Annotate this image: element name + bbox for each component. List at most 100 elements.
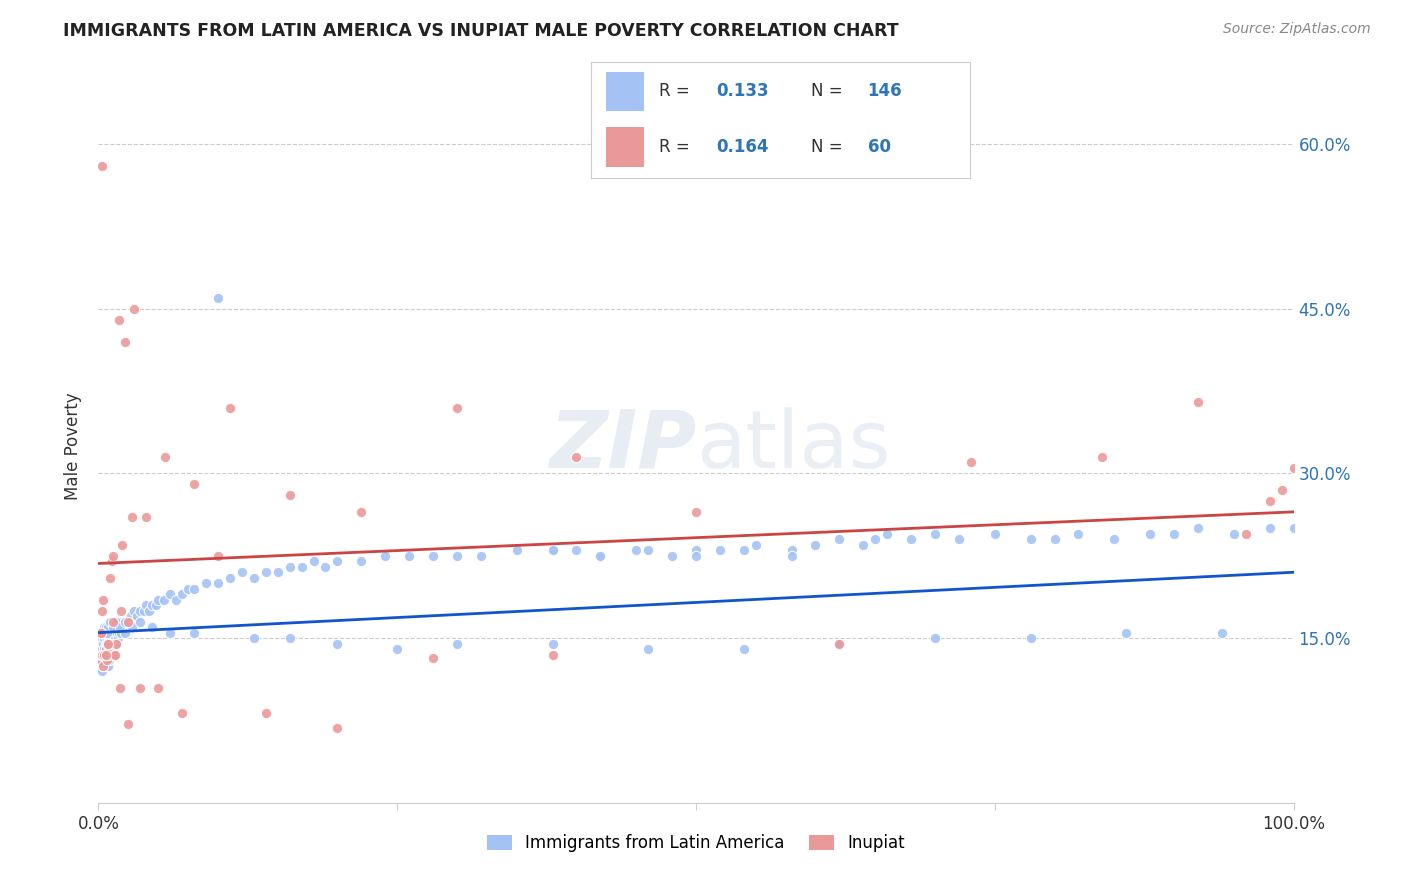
Point (93, 620, 115, 634)
Point (626, 543, 648, 558)
Point (117, 716, 139, 731)
Point (104, 648, 127, 662)
Point (153, 592, 176, 607)
Text: N =: N = (811, 138, 848, 156)
Point (91, 658, 114, 673)
Point (685, 543, 707, 558)
Point (97, 648, 120, 662)
Point (446, 637, 468, 651)
Point (350, 505, 373, 519)
Point (135, 598, 157, 612)
Point (278, 559, 301, 574)
Point (94, 648, 117, 662)
Point (141, 598, 163, 612)
Point (110, 604, 132, 618)
Point (828, 637, 851, 651)
Point (101, 620, 124, 634)
Point (733, 543, 755, 558)
Bar (606, 128, 644, 167)
Point (207, 291, 229, 305)
Point (637, 543, 659, 558)
Point (125, 609, 148, 624)
Point (470, 549, 492, 563)
Point (278, 631, 301, 645)
Point (96, 653, 118, 667)
Point (101, 549, 124, 563)
Point (780, 543, 803, 558)
Point (110, 625, 132, 640)
Point (165, 592, 187, 607)
Point (101, 642, 124, 657)
Point (98, 642, 121, 657)
Point (105, 615, 128, 629)
Point (315, 559, 337, 574)
Point (90, 637, 112, 651)
Point (267, 566, 290, 580)
Point (1211, 625, 1233, 640)
Point (254, 706, 277, 720)
Point (219, 401, 242, 415)
Point (94, 658, 117, 673)
Point (91, 664, 114, 678)
Point (98, 631, 121, 645)
Point (91, 604, 114, 618)
Point (96, 625, 118, 640)
Point (1258, 521, 1281, 535)
Text: ZIP: ZIP (548, 407, 696, 485)
Point (107, 631, 129, 645)
Point (709, 543, 731, 558)
Point (422, 651, 444, 665)
Point (804, 538, 827, 552)
Point (132, 604, 155, 618)
Point (121, 510, 143, 524)
Point (291, 559, 314, 574)
Point (541, 543, 564, 558)
Point (129, 604, 152, 618)
Point (219, 571, 242, 585)
Point (124, 604, 146, 618)
Point (243, 571, 266, 585)
Point (780, 549, 803, 563)
Y-axis label: Male Poverty: Male Poverty (65, 392, 83, 500)
Point (91, 658, 114, 673)
Point (1282, 461, 1305, 475)
Point (98, 642, 121, 657)
Point (141, 620, 163, 634)
Text: atlas: atlas (696, 407, 890, 485)
Point (1258, 494, 1281, 508)
Point (1223, 526, 1246, 541)
Point (97, 620, 120, 634)
Point (89, 653, 111, 667)
Point (111, 538, 134, 552)
Point (90, 648, 112, 662)
Point (120, 609, 142, 624)
Point (398, 549, 420, 563)
Point (145, 598, 167, 612)
Point (90, 658, 112, 673)
Point (90, 648, 112, 662)
Point (101, 631, 124, 645)
Point (98, 615, 122, 629)
Point (96, 642, 118, 657)
Point (446, 401, 468, 415)
Point (195, 576, 218, 591)
Point (108, 681, 131, 695)
Bar (606, 71, 644, 112)
Point (685, 505, 707, 519)
Point (960, 455, 983, 469)
Text: Source: ZipAtlas.com: Source: ZipAtlas.com (1223, 22, 1371, 37)
Point (326, 637, 349, 651)
Point (207, 576, 229, 591)
Point (1187, 521, 1209, 535)
Point (446, 549, 468, 563)
Point (91, 631, 114, 645)
Point (129, 681, 152, 695)
Point (565, 450, 588, 464)
Point (745, 538, 768, 552)
Point (231, 566, 253, 580)
Point (114, 625, 136, 640)
Text: R =: R = (659, 138, 695, 156)
Point (865, 533, 887, 547)
Point (115, 615, 138, 629)
Point (506, 543, 529, 558)
